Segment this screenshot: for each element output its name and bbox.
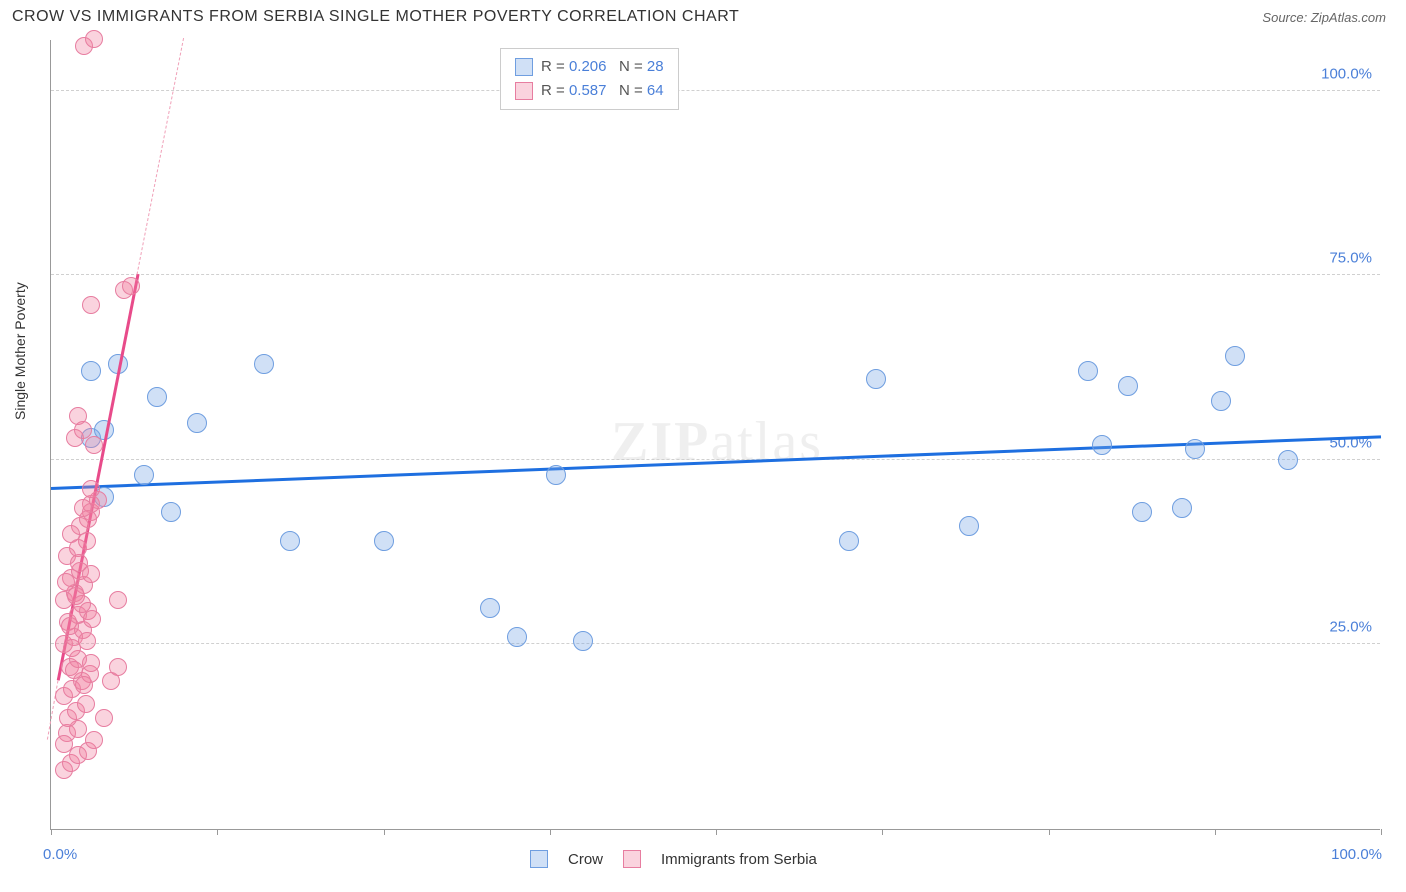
data-point (109, 658, 127, 676)
gridline-h (51, 459, 1380, 460)
data-point (85, 436, 103, 454)
x-tick (1381, 829, 1382, 835)
data-point (1078, 361, 1098, 381)
y-tick-label: 75.0% (1329, 250, 1372, 267)
data-point (187, 413, 207, 433)
data-point (546, 465, 566, 485)
gridline-h (51, 643, 1380, 644)
legend-stats-row: R = 0.206 N = 28 (515, 55, 664, 79)
data-point (77, 695, 95, 713)
data-point (65, 661, 83, 679)
data-point (109, 591, 127, 609)
x-tick (550, 829, 551, 835)
data-point (161, 502, 181, 522)
data-point (1211, 391, 1231, 411)
trend-line (137, 38, 185, 274)
x-tick (1215, 829, 1216, 835)
legend-series-label: Immigrants from Serbia (661, 851, 817, 868)
x-tick (217, 829, 218, 835)
data-point (55, 735, 73, 753)
legend-stat-text: R = 0.206 N = 28 (541, 55, 664, 79)
data-point (82, 296, 100, 314)
data-point (78, 632, 96, 650)
legend-swatch (515, 58, 533, 76)
data-point (83, 610, 101, 628)
y-axis-label: Single Mother Poverty (12, 282, 28, 420)
data-point (374, 531, 394, 551)
data-point (507, 627, 527, 647)
data-point (254, 354, 274, 374)
data-point (1172, 498, 1192, 518)
data-point (573, 631, 593, 651)
x-tick-label: 100.0% (1331, 846, 1382, 863)
data-point (62, 525, 80, 543)
data-point (85, 731, 103, 749)
data-point (85, 30, 103, 48)
data-point (95, 709, 113, 727)
x-tick (51, 829, 52, 835)
legend-series-label: Crow (568, 851, 603, 868)
data-point (74, 499, 92, 517)
data-point (69, 407, 87, 425)
x-tick (882, 829, 883, 835)
data-point (1092, 435, 1112, 455)
legend-series: Crow Immigrants from Serbia (530, 850, 817, 868)
data-point (1225, 346, 1245, 366)
data-point (1132, 502, 1152, 522)
legend-stats-row: R = 0.587 N = 64 (515, 79, 664, 103)
data-point (1278, 450, 1298, 470)
legend-stats: R = 0.206 N = 28R = 0.587 N = 64 (500, 48, 679, 110)
data-point (81, 361, 101, 381)
legend-stat-text: R = 0.587 N = 64 (541, 79, 664, 103)
legend-swatch (530, 850, 548, 868)
data-point (839, 531, 859, 551)
trend-line (51, 435, 1381, 489)
data-point (959, 516, 979, 536)
data-point (82, 480, 100, 498)
gridline-h (51, 90, 1380, 91)
y-tick-label: 25.0% (1329, 619, 1372, 636)
y-tick-label: 100.0% (1321, 65, 1372, 82)
source-attribution: Source: ZipAtlas.com (1262, 10, 1386, 25)
data-point (147, 387, 167, 407)
x-tick (384, 829, 385, 835)
x-tick (1049, 829, 1050, 835)
data-point (280, 531, 300, 551)
x-tick-label: 0.0% (43, 846, 77, 863)
gridline-h (51, 274, 1380, 275)
data-point (1118, 376, 1138, 396)
data-point (67, 587, 85, 605)
data-point (61, 617, 79, 635)
data-point (75, 676, 93, 694)
chart-title: CROW VS IMMIGRANTS FROM SERBIA SINGLE MO… (12, 8, 739, 26)
data-point (480, 598, 500, 618)
data-point (122, 277, 140, 295)
source-label: Source: (1262, 10, 1307, 25)
legend-swatch (515, 82, 533, 100)
scatter-chart: ZIPatlas 25.0%50.0%75.0%100.0%0.0%100.0% (50, 40, 1380, 830)
source-value: ZipAtlas.com (1311, 10, 1386, 25)
data-point (866, 369, 886, 389)
data-point (82, 654, 100, 672)
data-point (134, 465, 154, 485)
data-point (70, 554, 88, 572)
legend-swatch (623, 850, 641, 868)
data-point (1185, 439, 1205, 459)
x-tick (716, 829, 717, 835)
